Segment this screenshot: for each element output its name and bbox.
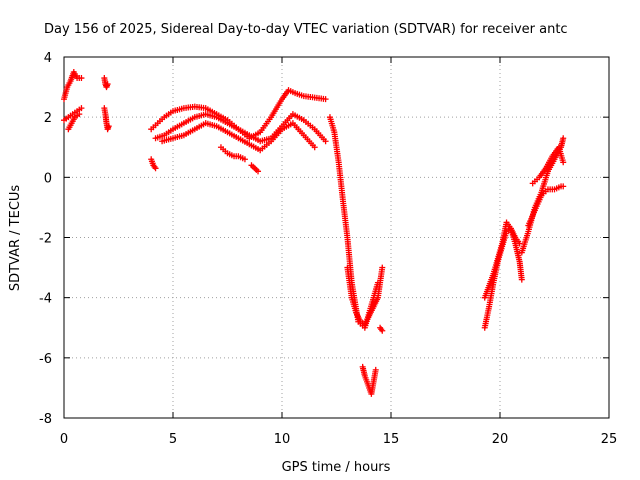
series-trace-h	[152, 111, 329, 145]
series-trace-b	[61, 105, 85, 124]
grid-lines	[64, 57, 609, 418]
x-tick-label: 25	[601, 432, 618, 447]
data-point	[78, 105, 85, 112]
x-tick-label: 20	[492, 432, 509, 447]
data-point	[255, 168, 262, 175]
data-point	[379, 264, 386, 271]
axis-ticks: 0 5 10 15 20 25 -8 -6 -4 -2 0 2 4	[39, 51, 617, 447]
data-point	[518, 276, 525, 283]
data-point	[241, 156, 248, 163]
data-point	[560, 183, 567, 190]
y-tick-label: -6	[39, 352, 52, 367]
data-point	[372, 366, 379, 373]
data-point	[322, 96, 329, 103]
series-trace-k	[248, 162, 262, 175]
y-tick-label: -4	[39, 292, 52, 307]
x-tick-label: 10	[274, 432, 291, 447]
data-point	[105, 123, 112, 130]
chart-title: Day 156 of 2025, Sidereal Day-to-day VTE…	[44, 22, 568, 37]
x-tick-label: 15	[383, 432, 400, 447]
y-tick-label: -2	[39, 232, 52, 247]
data-point	[560, 159, 567, 166]
series-trace-t	[529, 144, 567, 187]
series-trace-m	[344, 264, 386, 328]
data-point	[322, 138, 329, 145]
series-trace-i	[159, 120, 318, 154]
series-trace-n	[359, 363, 379, 397]
data-point	[311, 144, 318, 151]
data-point	[560, 135, 567, 142]
series-trace-a	[61, 69, 85, 103]
data-point	[78, 75, 85, 82]
series-trace-o	[377, 324, 386, 334]
series-trace-e	[101, 105, 112, 133]
data-point	[152, 165, 159, 172]
y-tick-label: 0	[44, 171, 52, 186]
data-point	[379, 327, 386, 334]
y-tick-label: 2	[44, 111, 52, 126]
data-point	[104, 81, 111, 88]
series-trace-d	[101, 75, 111, 91]
series-trace-f	[148, 156, 159, 172]
y-tick-label: 4	[44, 51, 52, 66]
series-trace-j	[217, 144, 248, 163]
y-axis-label: SDTVAR / TECUs	[8, 185, 23, 292]
series-trace-c	[65, 111, 83, 133]
series-trace-s	[525, 183, 567, 229]
data-point	[76, 111, 83, 118]
y-tick-label: -8	[39, 412, 52, 427]
x-tick-label: 0	[60, 432, 68, 447]
x-axis-label: GPS time / hours	[282, 460, 391, 475]
data-points	[61, 69, 567, 397]
x-tick-label: 5	[169, 432, 177, 447]
series-trace-q	[481, 219, 523, 301]
